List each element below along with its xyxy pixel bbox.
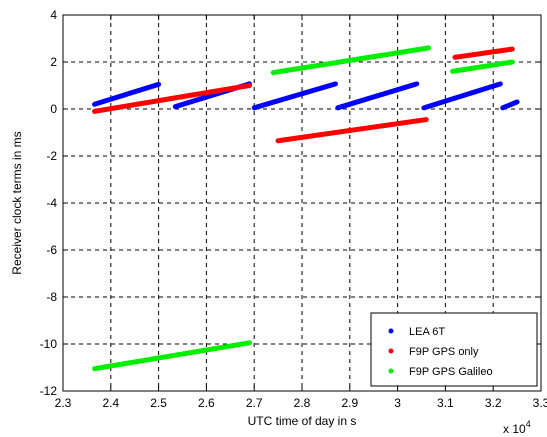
series-segment xyxy=(270,45,432,76)
x-tick-label: 3.2 xyxy=(485,396,502,410)
x-axis-label: UTC time of day in s xyxy=(248,414,357,428)
legend-marker xyxy=(388,368,394,374)
series-segment xyxy=(450,59,515,74)
y-tick-label: -10 xyxy=(40,337,58,351)
y-tick-label: 4 xyxy=(50,8,57,22)
legend-label: F9P GPS only xyxy=(409,346,479,358)
x-tick-label: 3.3 xyxy=(533,396,547,410)
y-tick-label: -8 xyxy=(46,290,57,304)
y-tick-label: -2 xyxy=(46,149,57,163)
y-tick-label: -12 xyxy=(40,384,58,398)
y-tick-label: -6 xyxy=(46,243,57,257)
legend-label: F9P GPS Galileo xyxy=(409,366,493,378)
series-2 xyxy=(92,45,515,372)
series-0 xyxy=(92,81,520,111)
y-tick-label: -4 xyxy=(46,196,57,210)
series-1 xyxy=(92,46,515,144)
series-segment xyxy=(421,81,503,111)
x-tick-label: 2.9 xyxy=(341,396,358,410)
series-segment xyxy=(92,340,252,372)
x-axis-multiplier: x 104 xyxy=(503,419,531,436)
legend-marker xyxy=(388,348,394,354)
y-axis-label: Receiver clock terms in ms xyxy=(10,131,24,274)
x-tick-label: 3.1 xyxy=(437,396,454,410)
x-tick-label: 2.6 xyxy=(198,396,215,410)
series-segment xyxy=(251,81,338,111)
x-tick-label: 2.8 xyxy=(294,396,311,410)
series-segment xyxy=(92,81,162,107)
x-tick-label: 3 xyxy=(394,396,401,410)
x-tick-label: 2.4 xyxy=(102,396,119,410)
series-segment xyxy=(452,46,515,60)
legend-label: LEA 6T xyxy=(409,326,445,338)
x-tick-label: 2.7 xyxy=(246,396,263,410)
series-segment xyxy=(275,117,429,144)
x-tick-label: 2.5 xyxy=(150,396,167,410)
series-segment xyxy=(500,99,520,111)
x-axis-ticks: 2.3 2.4 2.5 2.6 2.7 2.8 2.9 3 3.1 3.2 3.3 xyxy=(55,15,547,410)
legend-marker xyxy=(388,328,394,334)
legend: LEA 6T F9P GPS only F9P GPS Galileo xyxy=(370,312,538,387)
legend-box xyxy=(370,312,538,387)
x-axis-multiplier-exponent: 4 xyxy=(526,419,531,429)
y-tick-label: 2 xyxy=(50,55,57,69)
y-tick-label: 0 xyxy=(50,102,57,116)
x-axis-multiplier-base: x 10 xyxy=(503,422,526,436)
series-segment xyxy=(335,81,420,111)
series-layer xyxy=(92,45,520,372)
x-tick-label: 2.3 xyxy=(55,396,72,410)
y-axis-ticks: -12 -10 -8 -6 -4 -2 0 2 4 xyxy=(40,8,541,398)
series-segment xyxy=(92,83,252,114)
